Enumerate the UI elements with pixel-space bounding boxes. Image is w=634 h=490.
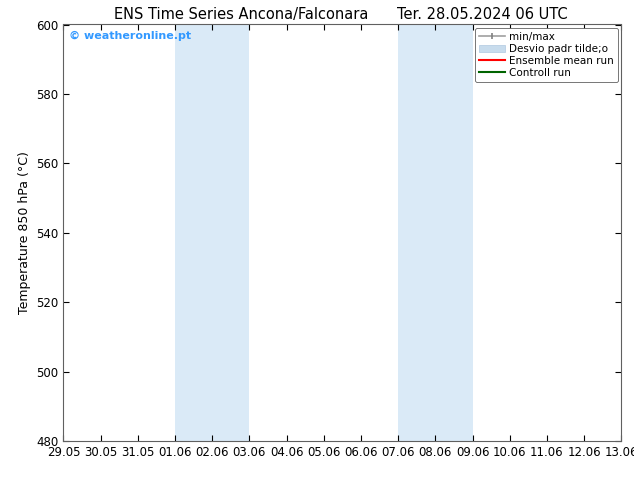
Bar xyxy=(398,24,472,441)
Legend: min/max, Desvio padr tilde;o, Ensemble mean run, Controll run: min/max, Desvio padr tilde;o, Ensemble m… xyxy=(475,27,618,82)
Bar xyxy=(175,24,249,441)
Y-axis label: Temperature 850 hPa (°C): Temperature 850 hPa (°C) xyxy=(18,151,30,314)
Text: ENS Time Series Ancona/Falconara: ENS Time Series Ancona/Falconara xyxy=(113,7,368,23)
Text: © weatheronline.pt: © weatheronline.pt xyxy=(69,31,191,41)
Text: Ter. 28.05.2024 06 UTC: Ter. 28.05.2024 06 UTC xyxy=(396,7,567,23)
